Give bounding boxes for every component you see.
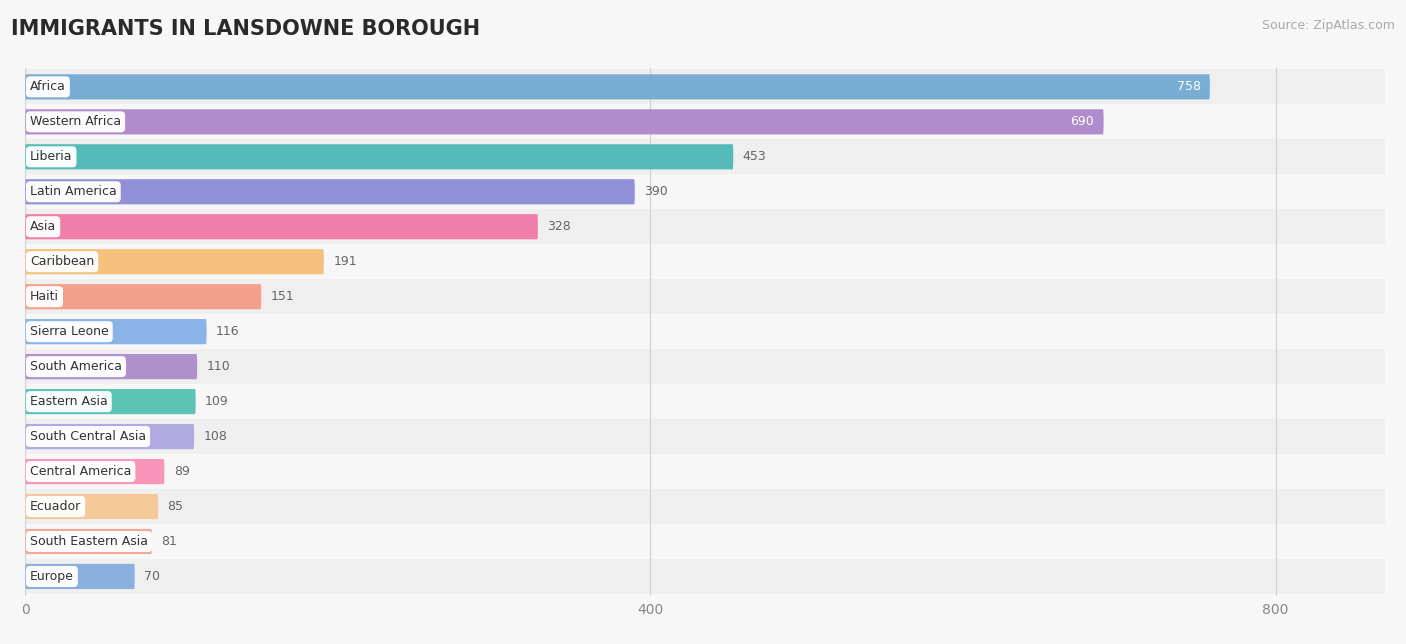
FancyBboxPatch shape bbox=[25, 249, 323, 274]
Bar bbox=[25, 279, 1385, 314]
FancyBboxPatch shape bbox=[25, 179, 634, 204]
Text: 110: 110 bbox=[207, 360, 231, 373]
Bar bbox=[25, 70, 1385, 104]
Text: 81: 81 bbox=[162, 535, 177, 548]
Text: 328: 328 bbox=[547, 220, 571, 233]
Text: 191: 191 bbox=[333, 255, 357, 268]
Bar bbox=[25, 454, 1385, 489]
Text: South Eastern Asia: South Eastern Asia bbox=[30, 535, 148, 548]
FancyBboxPatch shape bbox=[25, 494, 157, 519]
Text: Asia: Asia bbox=[30, 220, 56, 233]
FancyBboxPatch shape bbox=[25, 74, 1211, 99]
FancyBboxPatch shape bbox=[25, 354, 197, 379]
Text: Caribbean: Caribbean bbox=[30, 255, 94, 268]
Bar bbox=[25, 419, 1385, 454]
Text: 151: 151 bbox=[271, 290, 294, 303]
Text: 108: 108 bbox=[204, 430, 228, 443]
FancyBboxPatch shape bbox=[25, 389, 195, 414]
Bar bbox=[25, 384, 1385, 419]
Text: 390: 390 bbox=[644, 185, 668, 198]
Bar bbox=[25, 314, 1385, 349]
Text: Source: ZipAtlas.com: Source: ZipAtlas.com bbox=[1261, 19, 1395, 32]
Text: Africa: Africa bbox=[30, 80, 66, 93]
Text: Latin America: Latin America bbox=[30, 185, 117, 198]
Text: 758: 758 bbox=[1177, 80, 1201, 93]
Text: 116: 116 bbox=[217, 325, 239, 338]
FancyBboxPatch shape bbox=[25, 319, 207, 345]
Text: Europe: Europe bbox=[30, 570, 75, 583]
Text: 109: 109 bbox=[205, 395, 229, 408]
Bar bbox=[25, 349, 1385, 384]
Bar bbox=[25, 489, 1385, 524]
Text: Ecuador: Ecuador bbox=[30, 500, 82, 513]
Text: 89: 89 bbox=[174, 465, 190, 478]
Bar bbox=[25, 244, 1385, 279]
Text: South Central Asia: South Central Asia bbox=[30, 430, 146, 443]
Text: Western Africa: Western Africa bbox=[30, 115, 121, 128]
FancyBboxPatch shape bbox=[25, 564, 135, 589]
Bar bbox=[25, 559, 1385, 594]
Bar bbox=[25, 139, 1385, 175]
Bar bbox=[25, 524, 1385, 559]
Text: 70: 70 bbox=[143, 570, 160, 583]
Text: Sierra Leone: Sierra Leone bbox=[30, 325, 108, 338]
Text: Liberia: Liberia bbox=[30, 150, 73, 164]
Text: 453: 453 bbox=[742, 150, 766, 164]
FancyBboxPatch shape bbox=[25, 459, 165, 484]
Text: 690: 690 bbox=[1070, 115, 1094, 128]
FancyBboxPatch shape bbox=[25, 424, 194, 449]
FancyBboxPatch shape bbox=[25, 144, 734, 169]
Text: Eastern Asia: Eastern Asia bbox=[30, 395, 108, 408]
Text: South America: South America bbox=[30, 360, 122, 373]
Text: Central America: Central America bbox=[30, 465, 131, 478]
FancyBboxPatch shape bbox=[25, 284, 262, 309]
FancyBboxPatch shape bbox=[25, 109, 1104, 135]
FancyBboxPatch shape bbox=[25, 214, 538, 240]
Text: 85: 85 bbox=[167, 500, 184, 513]
Bar bbox=[25, 209, 1385, 244]
Text: Haiti: Haiti bbox=[30, 290, 59, 303]
Bar bbox=[25, 175, 1385, 209]
Bar bbox=[25, 104, 1385, 139]
Text: IMMIGRANTS IN LANSDOWNE BOROUGH: IMMIGRANTS IN LANSDOWNE BOROUGH bbox=[11, 19, 481, 39]
FancyBboxPatch shape bbox=[25, 529, 152, 554]
